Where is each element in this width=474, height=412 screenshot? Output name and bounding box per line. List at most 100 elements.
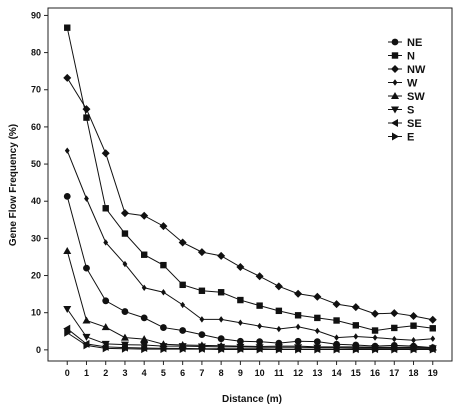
x-tick-label: 3 bbox=[122, 368, 127, 378]
legend-label-e: E bbox=[407, 132, 414, 144]
data-point-n bbox=[275, 307, 283, 315]
data-point-s bbox=[63, 305, 72, 313]
data-point-w bbox=[161, 289, 166, 296]
data-point-nw bbox=[101, 149, 110, 158]
data-point-e bbox=[102, 344, 110, 353]
data-point-ne bbox=[294, 337, 302, 345]
legend-item-ne: NE bbox=[388, 37, 422, 49]
data-point-n bbox=[102, 205, 109, 212]
series-nw bbox=[63, 73, 437, 324]
data-point-ne bbox=[236, 337, 244, 345]
legend-label-n: N bbox=[407, 51, 415, 63]
data-point-ne bbox=[160, 324, 167, 331]
data-point-nw bbox=[178, 238, 187, 247]
series-line-s bbox=[66, 308, 433, 349]
y-tick-label: 70 bbox=[31, 85, 41, 95]
data-point-w bbox=[411, 336, 416, 344]
data-point-e bbox=[160, 345, 168, 354]
x-tick-label: 1 bbox=[84, 368, 89, 378]
data-point-nw bbox=[63, 73, 72, 82]
data-point-n bbox=[391, 324, 398, 332]
data-point-n bbox=[179, 281, 186, 289]
data-point-nw bbox=[332, 300, 341, 309]
data-point-n bbox=[198, 287, 206, 294]
y-tick-label: 80 bbox=[31, 48, 41, 58]
y-axis-title: Gene Flow Frequency (%) bbox=[8, 124, 19, 246]
data-point-n bbox=[371, 327, 379, 334]
x-axis-title: Distance (m) bbox=[222, 394, 282, 405]
data-point-nw bbox=[120, 209, 129, 218]
y-tick-label: 10 bbox=[31, 308, 41, 318]
data-point-w bbox=[353, 333, 359, 340]
y-tick-label: 60 bbox=[31, 122, 41, 132]
data-point-ne bbox=[63, 192, 71, 200]
data-point-w bbox=[295, 323, 301, 331]
data-point-e bbox=[275, 345, 283, 354]
data-point-nw bbox=[197, 248, 206, 257]
series-sw bbox=[63, 247, 437, 351]
data-point-nw bbox=[82, 105, 91, 114]
legend-item-se: SE bbox=[388, 118, 422, 130]
legend-marker-s bbox=[391, 106, 399, 114]
legend-item-n: N bbox=[388, 51, 415, 63]
data-point-e bbox=[429, 345, 437, 354]
data-point-e bbox=[372, 345, 380, 354]
data-point-ne bbox=[179, 327, 187, 334]
data-point-sw bbox=[120, 333, 129, 341]
data-point-e bbox=[83, 341, 91, 350]
data-point-sw bbox=[140, 335, 149, 343]
data-point-e bbox=[64, 328, 72, 337]
legend-item-e: E bbox=[388, 132, 414, 144]
data-point-nw bbox=[428, 315, 437, 324]
series-w bbox=[64, 147, 436, 344]
data-point-n bbox=[256, 302, 263, 309]
data-point-nw bbox=[236, 262, 245, 271]
data-point-ne bbox=[313, 338, 321, 346]
data-point-e bbox=[295, 345, 303, 354]
x-tick-label: 9 bbox=[238, 368, 243, 378]
data-point-nw bbox=[140, 211, 149, 220]
data-point-ne bbox=[83, 264, 90, 272]
data-point-w bbox=[84, 195, 89, 202]
data-point-ne bbox=[140, 314, 148, 322]
y-tick-label: 50 bbox=[31, 159, 41, 169]
data-point-nw bbox=[390, 309, 399, 318]
legend-item-w: W bbox=[388, 78, 418, 90]
data-point-se bbox=[63, 324, 71, 333]
x-tick-label: 6 bbox=[180, 368, 185, 378]
y-tick-label: 40 bbox=[31, 196, 41, 206]
data-point-e bbox=[179, 345, 187, 354]
data-point-ne bbox=[121, 308, 129, 315]
data-point-n bbox=[121, 230, 129, 237]
x-tick-label: 14 bbox=[332, 368, 342, 378]
x-tick-label: 16 bbox=[370, 368, 380, 378]
data-point-ne bbox=[102, 297, 110, 305]
legend-marker-nw bbox=[391, 65, 399, 73]
legend-marker-n bbox=[391, 52, 399, 59]
data-point-n bbox=[333, 317, 340, 324]
x-tick-label: 17 bbox=[389, 368, 399, 378]
x-tick-label: 12 bbox=[293, 368, 303, 378]
data-point-n bbox=[160, 261, 167, 269]
x-tick-label: 13 bbox=[312, 368, 322, 378]
legend-marker-se bbox=[391, 119, 398, 127]
legend-label-nw: NW bbox=[407, 64, 426, 76]
data-point-w bbox=[64, 147, 70, 154]
data-point-w bbox=[141, 284, 147, 291]
x-tick-label: 19 bbox=[428, 368, 438, 378]
data-point-nw bbox=[371, 309, 380, 318]
data-point-w bbox=[314, 327, 320, 335]
data-point-ne bbox=[198, 331, 206, 339]
series-line-sw bbox=[66, 250, 433, 349]
series-e bbox=[64, 328, 437, 354]
y-tick-label: 30 bbox=[31, 233, 41, 243]
x-tick-label: 5 bbox=[161, 368, 166, 378]
data-point-ne bbox=[217, 335, 225, 343]
data-point-w bbox=[334, 334, 339, 341]
data-point-e bbox=[352, 345, 360, 354]
data-point-s bbox=[140, 342, 149, 350]
data-point-e bbox=[391, 345, 399, 354]
data-point-s bbox=[82, 333, 91, 341]
x-tick-label: 11 bbox=[274, 368, 284, 378]
